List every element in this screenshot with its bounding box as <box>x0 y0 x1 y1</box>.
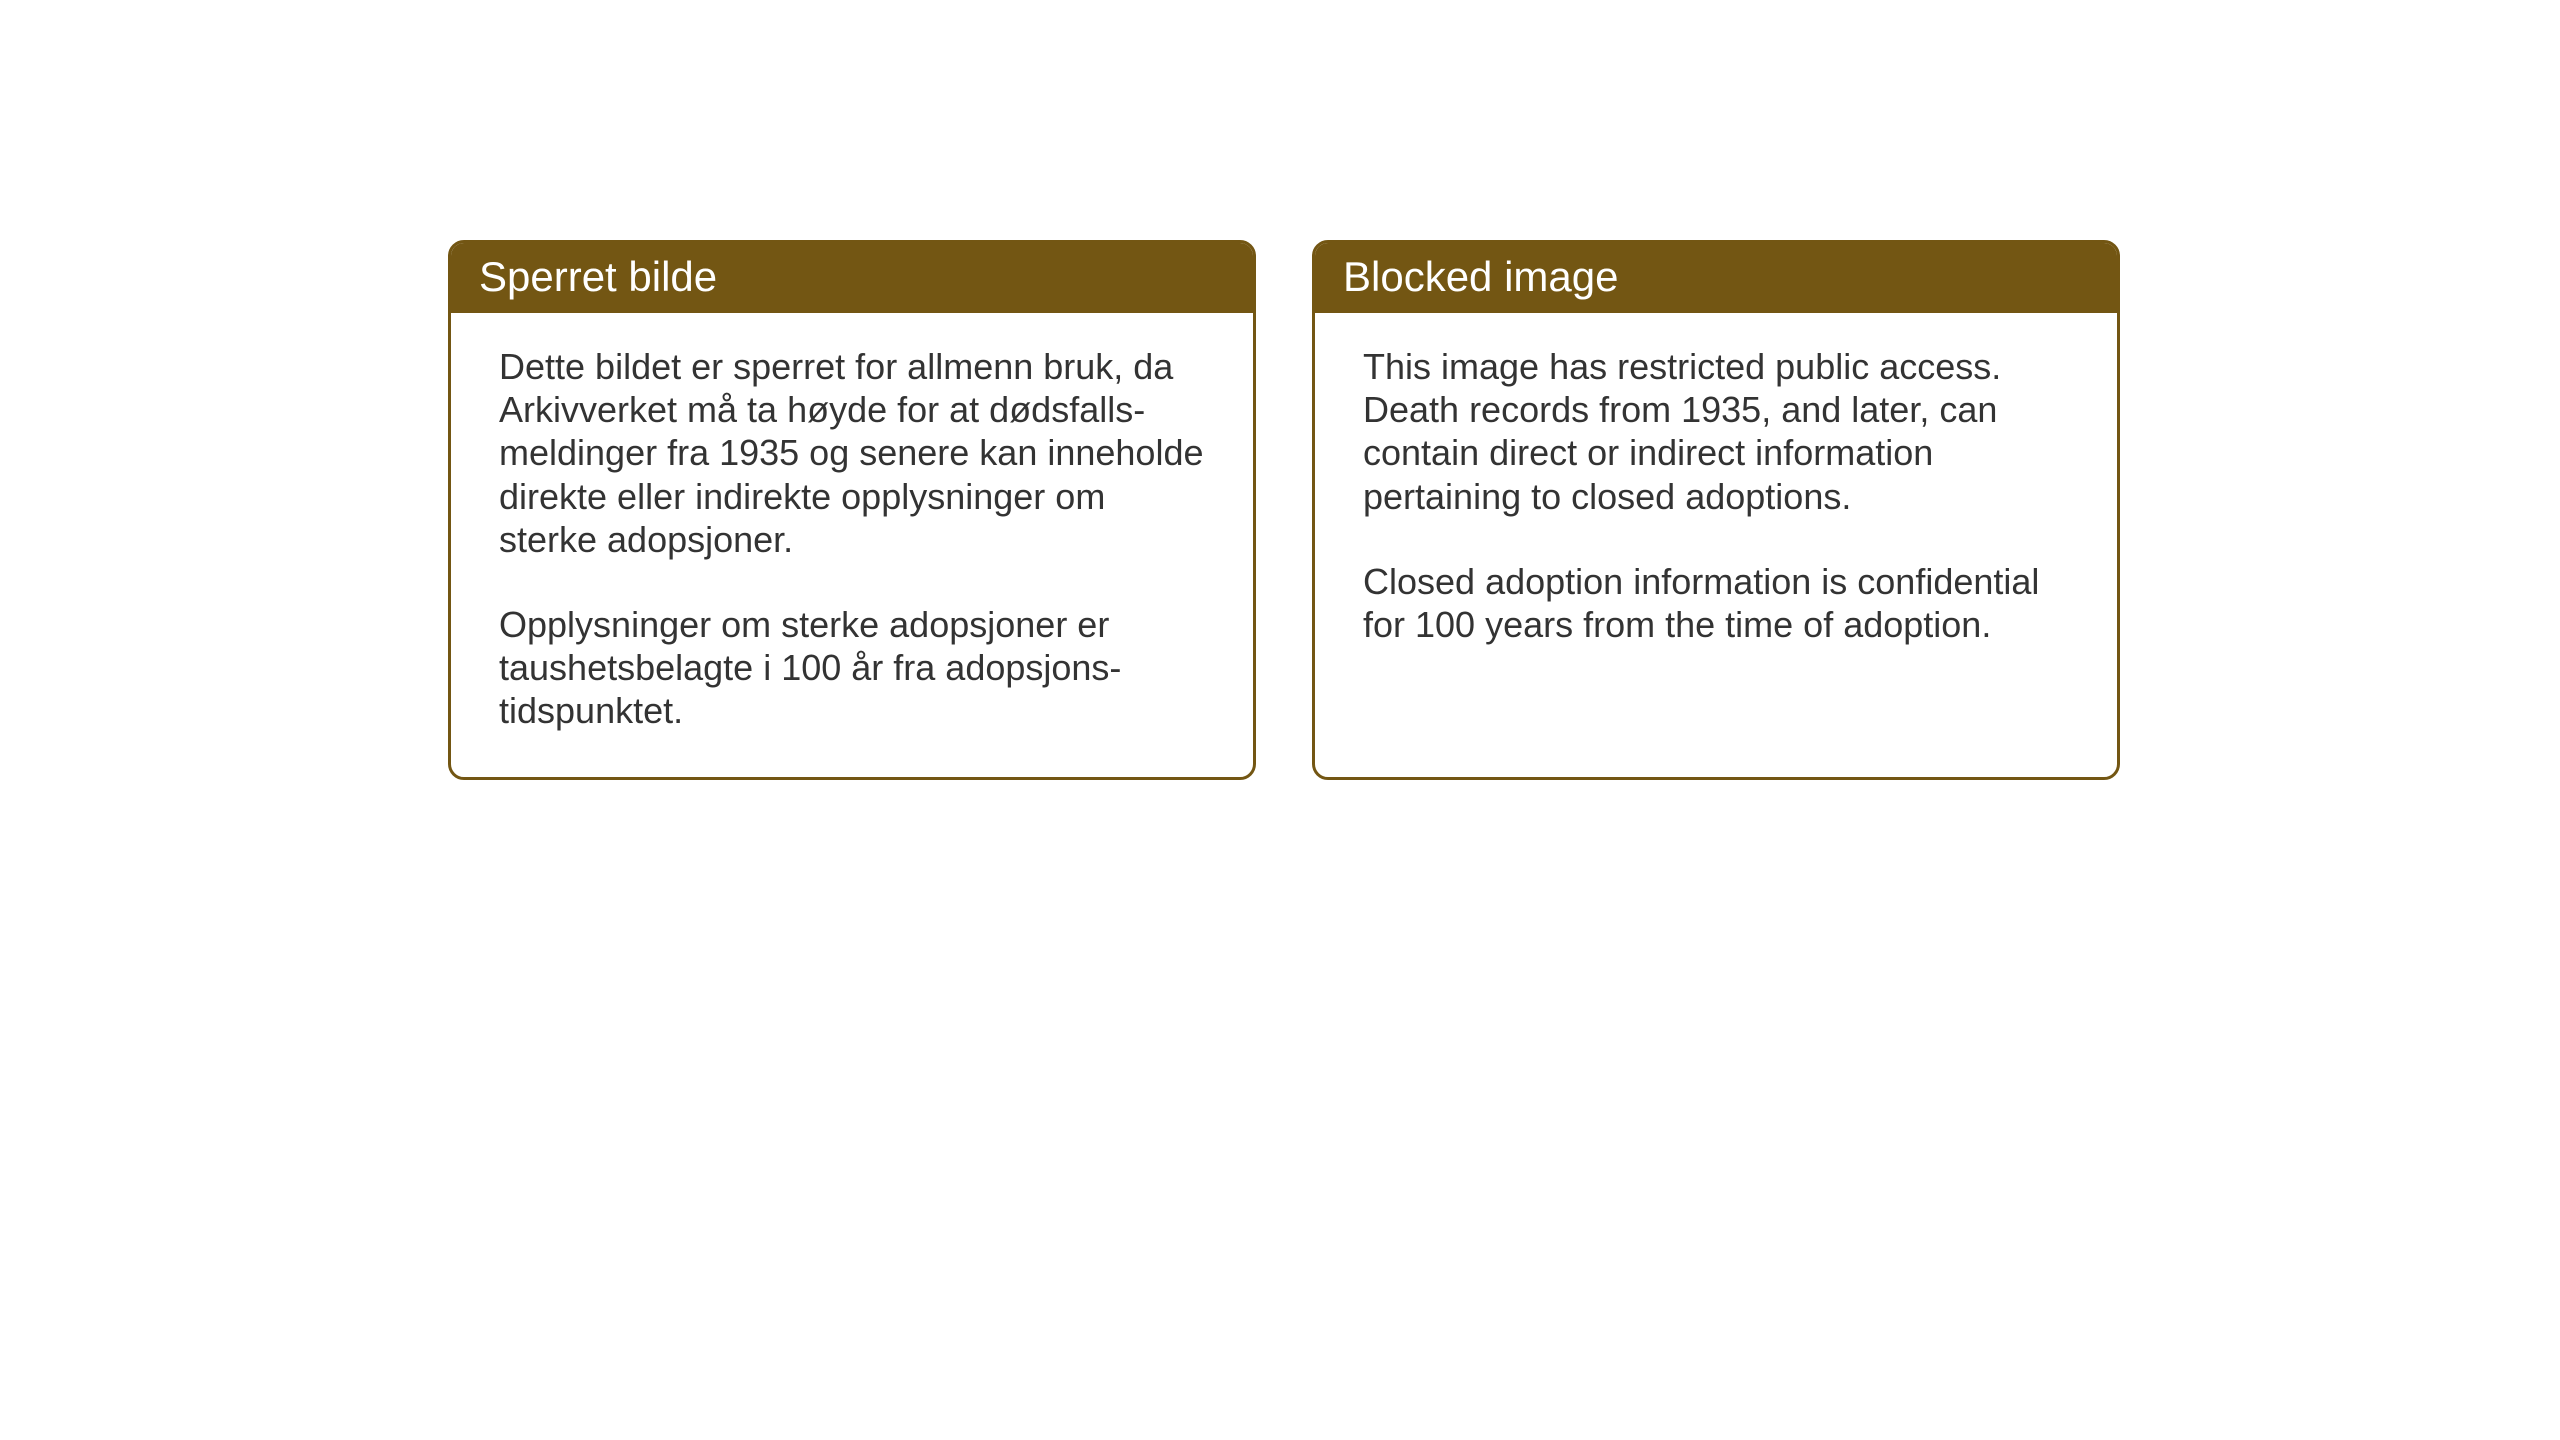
notice-container: Sperret bilde Dette bildet er sperret fo… <box>448 240 2120 780</box>
card-body-english: This image has restricted public access.… <box>1315 313 2117 690</box>
card-paragraph-2-en: Closed adoption information is confident… <box>1363 560 2069 646</box>
card-paragraph-2-no: Opplysninger om sterke adopsjoner er tau… <box>499 603 1205 733</box>
notice-card-english: Blocked image This image has restricted … <box>1312 240 2120 780</box>
card-body-norwegian: Dette bildet er sperret for allmenn bruk… <box>451 313 1253 777</box>
card-paragraph-1-no: Dette bildet er sperret for allmenn bruk… <box>499 345 1205 561</box>
card-paragraph-1-en: This image has restricted public access.… <box>1363 345 2069 518</box>
notice-card-norwegian: Sperret bilde Dette bildet er sperret fo… <box>448 240 1256 780</box>
card-header-norwegian: Sperret bilde <box>451 243 1253 313</box>
card-header-english: Blocked image <box>1315 243 2117 313</box>
